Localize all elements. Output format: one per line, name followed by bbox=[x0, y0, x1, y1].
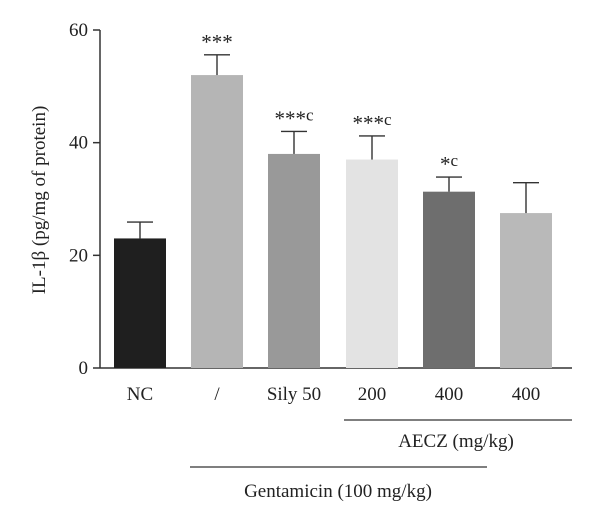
category-labels: NC / Sily 50 200 400 400 bbox=[127, 384, 540, 405]
y-tick-label: 60 bbox=[69, 20, 88, 41]
category-label: 200 bbox=[358, 384, 387, 405]
significance-label: ***c bbox=[274, 105, 314, 130]
aecz-group-label: AECZ (mg/kg) bbox=[398, 431, 514, 452]
bar bbox=[423, 191, 475, 368]
significance-label: *** bbox=[201, 30, 233, 54]
category-label: NC bbox=[127, 384, 153, 405]
category-label: 400 bbox=[512, 384, 541, 405]
y-axis-ticks: 0 20 40 60 bbox=[69, 20, 100, 379]
y-tick-label: 0 bbox=[79, 358, 89, 379]
category-label: 400 bbox=[435, 384, 464, 405]
bar bbox=[268, 153, 320, 368]
y-tick-label: 40 bbox=[69, 133, 88, 154]
bar bbox=[191, 75, 243, 369]
bar bbox=[500, 213, 552, 368]
significance-label: ***c bbox=[352, 110, 392, 135]
y-axis-label: IL-1β (pg/mg of protein) bbox=[29, 106, 50, 295]
significance-label: *c bbox=[440, 151, 459, 176]
y-tick-label: 20 bbox=[69, 245, 88, 266]
error-bars bbox=[127, 54, 539, 239]
bars bbox=[114, 75, 552, 369]
significance-marks: *** ***c ***c *c bbox=[201, 30, 458, 176]
bar bbox=[114, 238, 166, 368]
gentamicin-group-label: Gentamicin (100 mg/kg) bbox=[244, 481, 432, 502]
category-label: / bbox=[214, 384, 220, 405]
category-label: Sily 50 bbox=[267, 384, 321, 405]
bar bbox=[346, 159, 398, 368]
